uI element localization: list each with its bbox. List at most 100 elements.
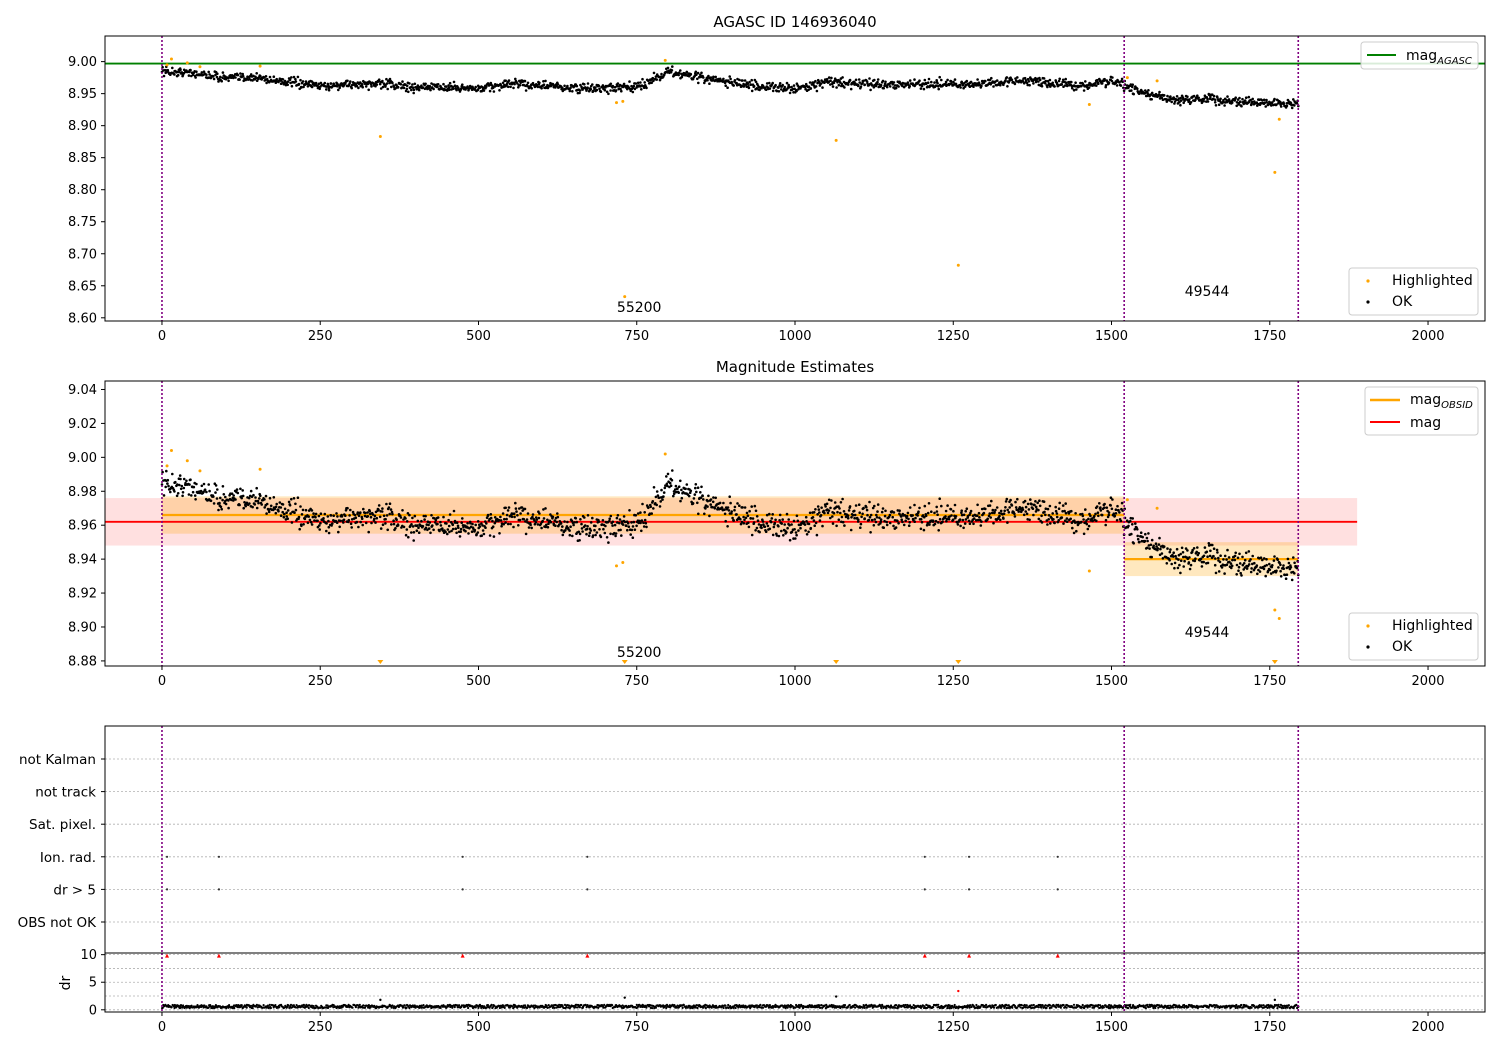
ok-point (1136, 528, 1139, 531)
ok-point (1174, 554, 1177, 558)
ok-point (1063, 519, 1067, 522)
ok-point (990, 511, 994, 515)
ok-point (1002, 512, 1006, 515)
ok-point (252, 493, 255, 497)
ok-point (775, 534, 779, 537)
ok-point (1229, 562, 1233, 565)
ok-point (1138, 540, 1141, 544)
ok-point (1269, 572, 1273, 575)
agasc-xtick-label: 750 (624, 329, 649, 344)
ok-point (1206, 97, 1209, 101)
ok-point (195, 482, 198, 486)
ok-point (655, 490, 659, 493)
ok-point (386, 528, 390, 532)
ok-point (927, 77, 931, 81)
ok-point (439, 520, 442, 524)
ok-point (1251, 97, 1254, 101)
ok-point (733, 79, 737, 82)
ok-point (1227, 556, 1231, 559)
ok-point (1157, 93, 1161, 96)
agasc-title: AGASC ID 146936040 (713, 13, 876, 31)
ok-point (729, 77, 732, 81)
ok-point (819, 514, 823, 517)
ok-point (375, 83, 379, 86)
ok-point (795, 514, 799, 518)
ok-point (1082, 89, 1086, 92)
ok-point (780, 529, 783, 533)
ok-point (405, 528, 409, 531)
ok-point (555, 520, 558, 524)
ok-point (747, 521, 750, 525)
ok-point (818, 511, 821, 514)
ok-point (597, 520, 601, 523)
ok-point (1074, 81, 1077, 84)
ok-point (208, 73, 211, 76)
ok-point (221, 498, 224, 502)
ok-point (922, 87, 926, 91)
ok-point (467, 532, 470, 535)
ok-point (1155, 545, 1158, 548)
ok-point (743, 518, 746, 522)
ok-point (1235, 573, 1238, 576)
ok-point (1118, 511, 1121, 514)
ok-point (447, 518, 450, 522)
ok-point (1089, 514, 1092, 518)
ok-point (273, 507, 277, 511)
dr-point (603, 1003, 606, 1007)
dr-point (786, 1006, 789, 1009)
ok-point (1271, 564, 1274, 567)
ok-point (778, 519, 781, 522)
ok-point (332, 514, 336, 517)
ok-point (524, 89, 528, 92)
ok-point (1287, 565, 1290, 569)
ok-point (1293, 561, 1296, 565)
ok-point (1062, 522, 1065, 525)
ok-point (595, 88, 599, 92)
ok-point (1238, 100, 1242, 103)
ok-point (622, 515, 626, 518)
ok-point (181, 491, 185, 494)
ok-point (1087, 517, 1090, 521)
ok-point (1049, 85, 1052, 88)
ok-point (607, 92, 610, 96)
agasc-ytick-label: 8.85 (68, 151, 97, 166)
ok-point (658, 505, 662, 508)
ok-point (639, 511, 642, 514)
ok-point (634, 82, 638, 85)
ok-point (491, 519, 494, 523)
ok-point (820, 506, 823, 510)
ok-point (202, 482, 206, 486)
dr-point (818, 1004, 821, 1008)
ok-point (919, 527, 923, 531)
ok-point (680, 488, 683, 492)
ok-point (979, 524, 983, 527)
ok-point (1264, 105, 1267, 108)
ok-point (1215, 548, 1219, 552)
ok-point (1121, 509, 1124, 512)
ok-point (1109, 496, 1113, 500)
ok-point (1143, 91, 1147, 95)
ok-point (680, 496, 684, 500)
ok-point (936, 84, 940, 88)
ok-point (337, 530, 340, 534)
ok-point (524, 532, 528, 536)
ok-point (283, 512, 286, 516)
ok-point (546, 525, 550, 529)
ok-point (503, 517, 506, 521)
ok-point (780, 88, 783, 91)
ok-point (219, 496, 222, 500)
ok-point (542, 517, 546, 520)
ok-point (1230, 564, 1234, 568)
dr-point (843, 1006, 846, 1009)
ok-point (219, 75, 222, 79)
ok-point (724, 84, 727, 87)
ok-point (918, 506, 921, 510)
dr-point (895, 1004, 898, 1007)
ok-point (187, 493, 191, 496)
ok-point (609, 532, 612, 536)
ok-point (506, 85, 510, 89)
ok-point (1217, 103, 1221, 106)
ok-point (513, 82, 516, 86)
dr-point (289, 1003, 293, 1007)
ok-point (259, 494, 262, 498)
